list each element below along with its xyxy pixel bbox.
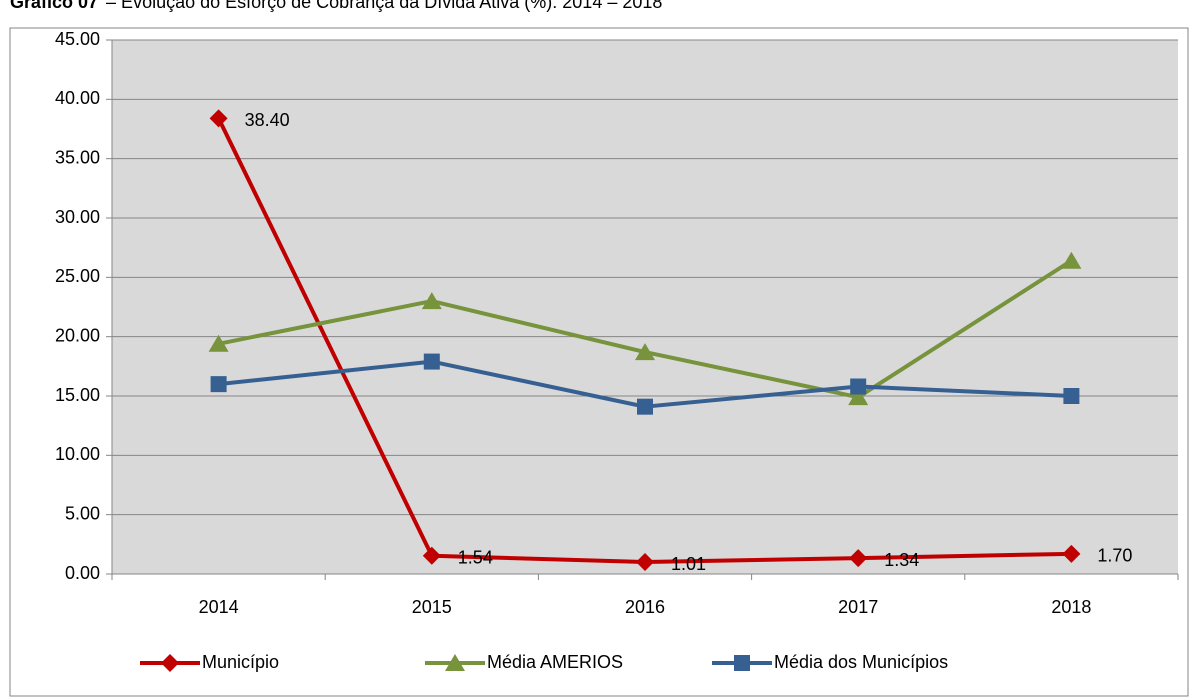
y-tick-label: 45.00: [55, 29, 100, 49]
marker: [850, 378, 867, 395]
title-label: Gráfico 07: [10, 0, 98, 12]
marker: [423, 353, 440, 370]
y-tick-label: 5.00: [65, 503, 100, 523]
y-tick-label: 0.00: [65, 563, 100, 583]
legend-label: Média AMERIOS: [487, 652, 623, 672]
data-label: 1.34: [884, 550, 919, 570]
x-tick-label: 2014: [199, 597, 239, 617]
marker: [1062, 544, 1081, 563]
marker: [848, 388, 869, 406]
y-tick-label: 10.00: [55, 444, 100, 464]
title-text: – Evolução do Esforço de Cobrança da Dív…: [106, 0, 662, 12]
y-tick-label: 15.00: [55, 385, 100, 405]
marker: [421, 292, 442, 310]
marker: [422, 546, 441, 565]
legend-label: Média dos Municípios: [774, 652, 948, 672]
y-tick-label: 30.00: [55, 207, 100, 227]
marker: [849, 549, 868, 568]
y-tick-label: 35.00: [55, 147, 100, 167]
x-tick-label: 2018: [1051, 597, 1091, 617]
x-tick-label: 2017: [838, 597, 878, 617]
legend-label: Município: [202, 652, 279, 672]
data-label: 1.70: [1097, 546, 1132, 566]
data-label: 38.40: [245, 110, 290, 130]
marker: [161, 654, 179, 672]
y-tick-label: 20.00: [55, 325, 100, 345]
marker: [445, 654, 465, 671]
data-label: 1.01: [671, 554, 706, 574]
chart-title: Gráfico 07 – Evolução do Esforço de Cobra…: [10, 0, 662, 12]
marker: [1063, 388, 1080, 404]
marker: [1061, 251, 1082, 269]
marker: [210, 376, 227, 393]
y-tick-label: 25.00: [55, 266, 100, 286]
marker: [637, 398, 653, 415]
marker: [636, 553, 654, 572]
y-tick-label: 40.00: [55, 88, 100, 108]
marker: [734, 655, 750, 671]
marker: [208, 334, 229, 352]
x-tick-label: 2016: [625, 597, 665, 617]
data-label: 1.54: [458, 547, 493, 567]
marker: [209, 109, 228, 128]
x-tick-label: 2015: [412, 597, 452, 617]
marker: [635, 343, 655, 361]
